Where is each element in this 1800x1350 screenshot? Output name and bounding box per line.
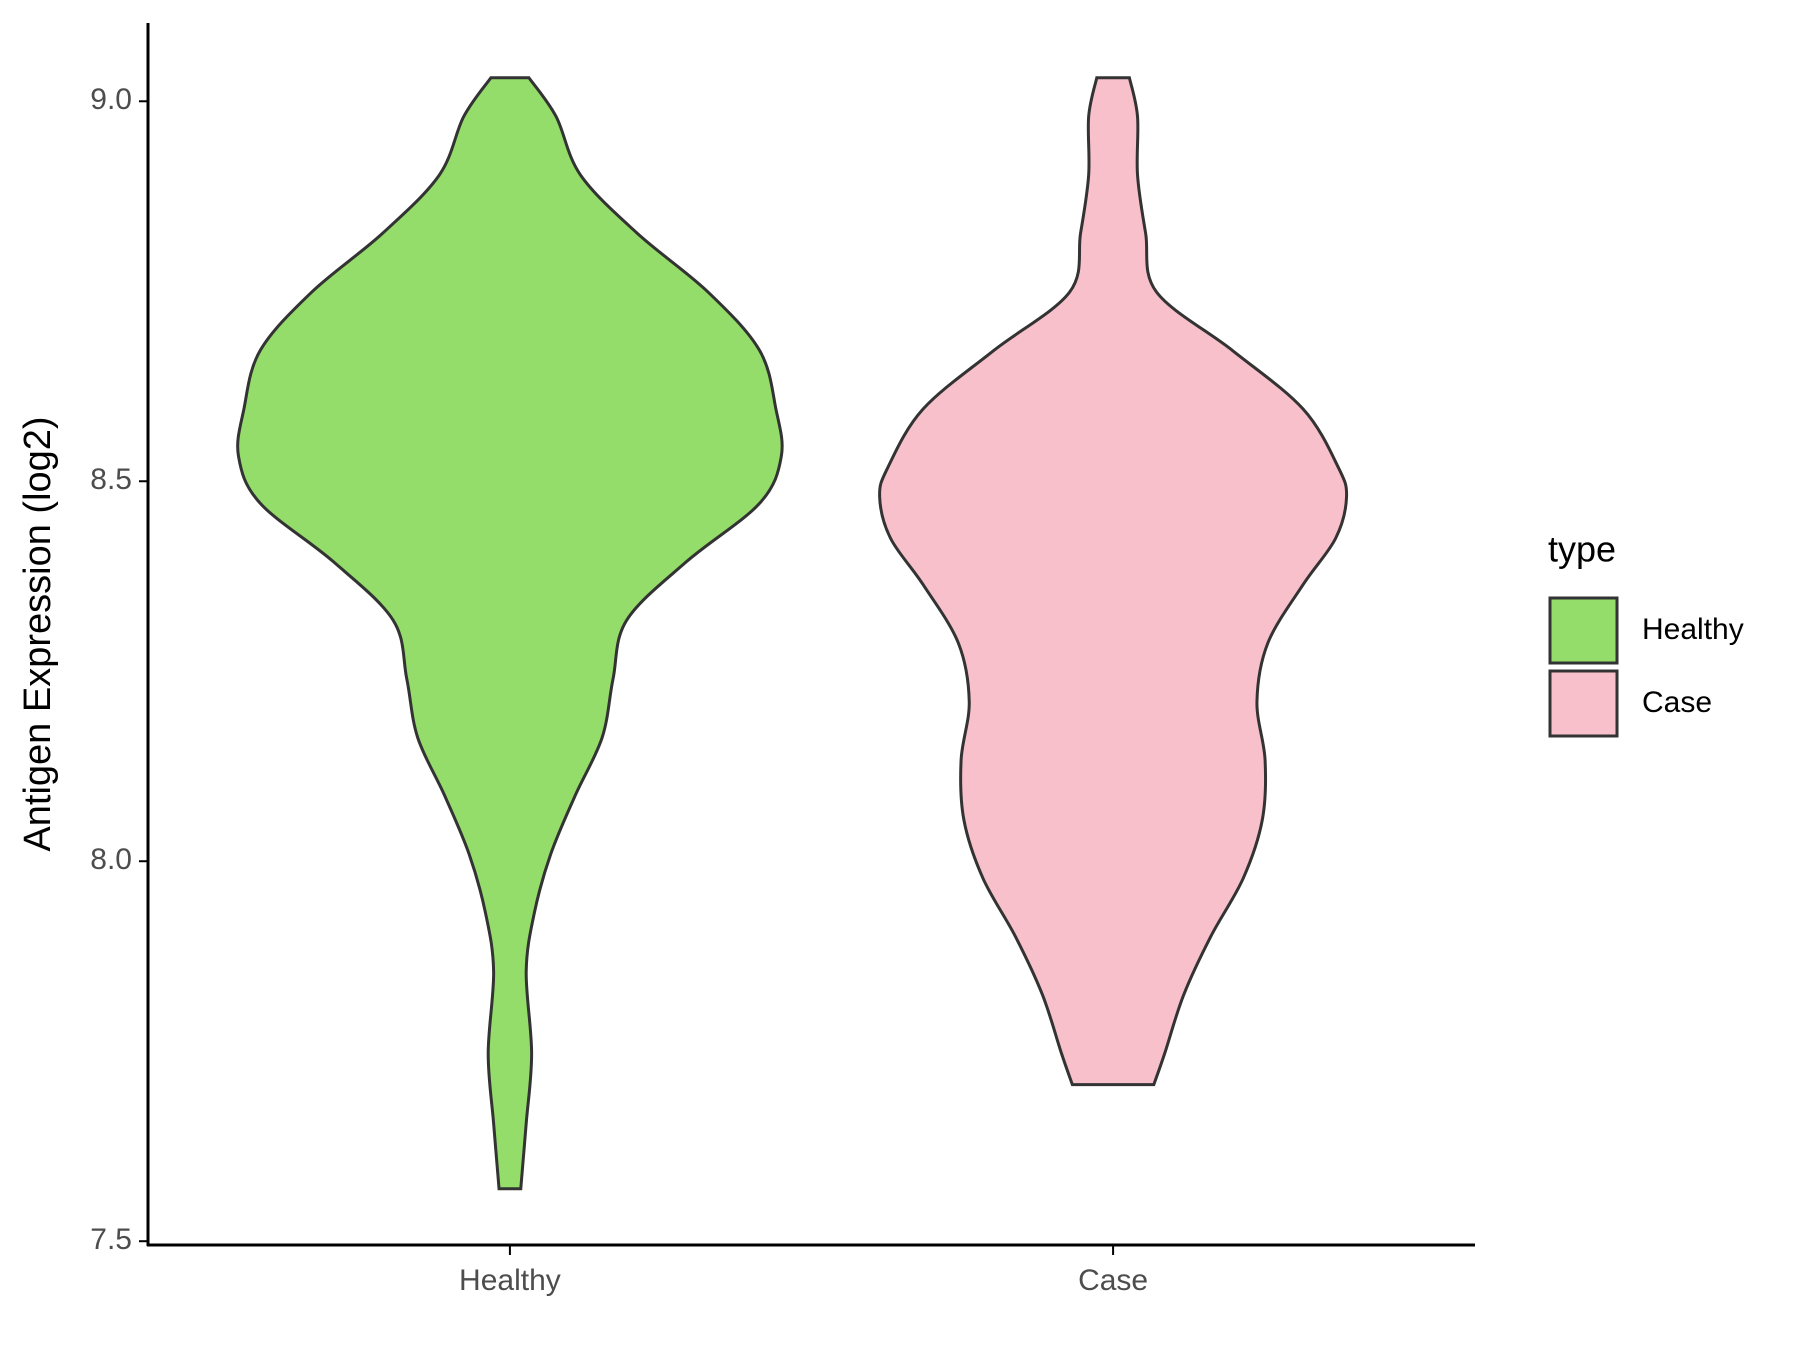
legend-title: type [1548, 529, 1616, 570]
y-tick-label: 8.0 [90, 843, 132, 876]
violin [878, 76, 1349, 1087]
y-tick-label: 8.5 [90, 463, 132, 496]
y-tick-label: 7.5 [90, 1223, 132, 1256]
violin [236, 76, 784, 1191]
x-tick-label: Healthy [459, 1264, 561, 1297]
legend-label: Case [1642, 686, 1712, 719]
legend-label: Healthy [1642, 613, 1744, 646]
legend-key [1548, 596, 1619, 665]
y-tick-label: 9.0 [90, 83, 132, 116]
y-axis-title: Antigen Expression (log2) [17, 416, 59, 851]
legend-key [1548, 669, 1619, 738]
x-tick-label: Case [1078, 1264, 1148, 1297]
